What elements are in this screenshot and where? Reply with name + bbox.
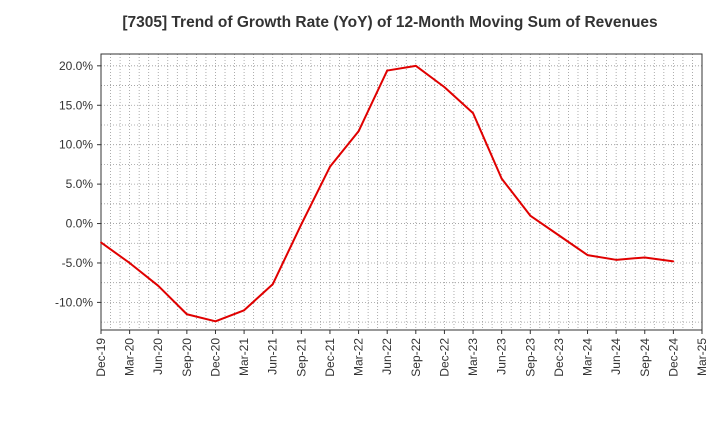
data-point <box>472 112 474 115</box>
data-point <box>672 260 675 263</box>
data-point <box>615 258 618 261</box>
x-tick-label: Dec-19 <box>94 338 108 377</box>
x-tick-label: Mar-22 <box>352 338 366 376</box>
x-tick-label: Dec-22 <box>437 338 451 377</box>
y-tick-label: 10.0% <box>59 138 93 152</box>
x-tick-label: Sep-24 <box>638 338 652 377</box>
x-tick-label: Jun-24 <box>609 338 623 375</box>
data-point <box>414 64 417 67</box>
data-point <box>185 313 188 316</box>
x-tick-label: Sep-22 <box>409 338 423 377</box>
data-point <box>128 262 131 264</box>
x-tick-label: Mar-20 <box>123 338 137 376</box>
y-tick-label: -10.0% <box>55 295 93 309</box>
series-layer <box>100 64 675 323</box>
y-tick-label: 5.0% <box>66 177 94 191</box>
data-point <box>100 241 102 244</box>
data-point <box>386 69 389 72</box>
data-point <box>643 256 646 259</box>
plot-area-border <box>100 53 703 331</box>
data-point <box>214 320 217 323</box>
data-point <box>157 284 160 287</box>
y-tick-label: 20.0% <box>59 59 93 73</box>
data-point <box>243 309 245 312</box>
data-point <box>443 86 446 89</box>
data-point <box>271 283 274 286</box>
y-tick-label: -5.0% <box>62 256 94 270</box>
y-tick-label: 0.0% <box>66 217 94 231</box>
chart-title: [7305] Trend of Growth Rate (YoY) of 12-… <box>122 14 658 31</box>
x-tick-label: Sep-23 <box>523 338 537 377</box>
data-point <box>500 177 503 180</box>
x-tick-label: Dec-21 <box>323 338 337 377</box>
data-point <box>529 214 532 217</box>
x-tick-label: Mar-23 <box>466 338 480 376</box>
x-tick-label: Jun-22 <box>380 338 394 375</box>
x-tick-label: Mar-25 <box>695 338 709 376</box>
x-tick-label: Dec-24 <box>666 338 680 377</box>
y-tick-label: 15.0% <box>59 98 93 112</box>
x-tick-label: Mar-24 <box>581 338 595 376</box>
x-tick-label: Dec-20 <box>208 338 222 377</box>
grid-lines <box>100 54 703 330</box>
data-point <box>586 254 589 256</box>
x-tick-label: Sep-21 <box>294 338 308 377</box>
x-tick-label: Dec-23 <box>552 338 566 377</box>
x-axis: Dec-19 Mar-20 Jun-20 Sep-20 Dec-20 Mar-21 Jun-… <box>94 330 709 377</box>
y-axis: 20.0% 15.0% 10.0% 5.0% 0.0% -5.0% -10.0% <box>55 59 101 309</box>
x-tick-label: Jun-23 <box>495 338 509 375</box>
x-tick-label: Jun-20 <box>151 338 165 375</box>
x-tick-label: Sep-20 <box>180 338 194 377</box>
data-point <box>357 130 360 133</box>
data-point <box>329 165 331 168</box>
x-tick-label: Mar-21 <box>237 338 251 376</box>
x-tick-label: Jun-21 <box>266 338 280 375</box>
data-point <box>558 234 560 237</box>
data-point <box>300 223 303 226</box>
